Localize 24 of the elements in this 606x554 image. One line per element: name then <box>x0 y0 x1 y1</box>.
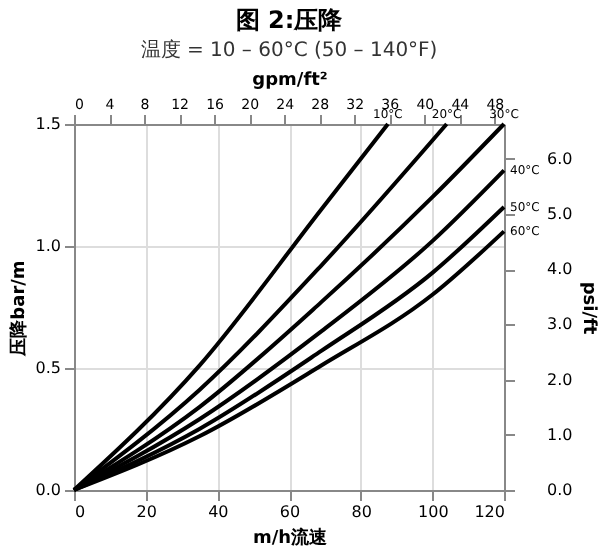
x-tick-label: 60 <box>279 503 301 521</box>
y2-tick-label: 6.0 <box>547 149 573 168</box>
x-tick-label: 120 <box>474 503 505 521</box>
x-tick-label: 20 <box>136 503 157 521</box>
x-tick-label: 100 <box>418 503 449 521</box>
y-tick-label: 1.5 <box>35 115 61 133</box>
chart-title: 图 2:压降 <box>235 6 345 34</box>
y2-tick-label: 5.0 <box>547 204 573 223</box>
y-tick-label: 1.0 <box>35 237 61 255</box>
y2-tick-label: 1.0 <box>547 425 573 444</box>
y-tick-label: 0.5 <box>35 359 61 377</box>
y2-tick-label: 3.0 <box>547 315 573 334</box>
y-tick-label: 0.0 <box>35 481 61 499</box>
y2-tick-label: 4.0 <box>547 260 573 279</box>
y2-tick-label: 0.0 <box>547 481 573 499</box>
x-tick-label: 0 <box>75 503 86 521</box>
chart-subtitle: 温度 = 10 – 60°C (50 – 140°F) <box>140 38 438 62</box>
x-tick-label: 80 <box>351 503 372 521</box>
x-tick-label: 40 <box>208 503 229 521</box>
y2-axis-title: psi/ft <box>578 281 599 336</box>
y2-tick-label: 2.0 <box>547 370 573 389</box>
x-axis-title: m/h流速 <box>252 527 330 549</box>
x2-axis-title: gpm/ft² <box>252 71 328 91</box>
y-axis-title: 压降bar/m <box>7 260 30 358</box>
